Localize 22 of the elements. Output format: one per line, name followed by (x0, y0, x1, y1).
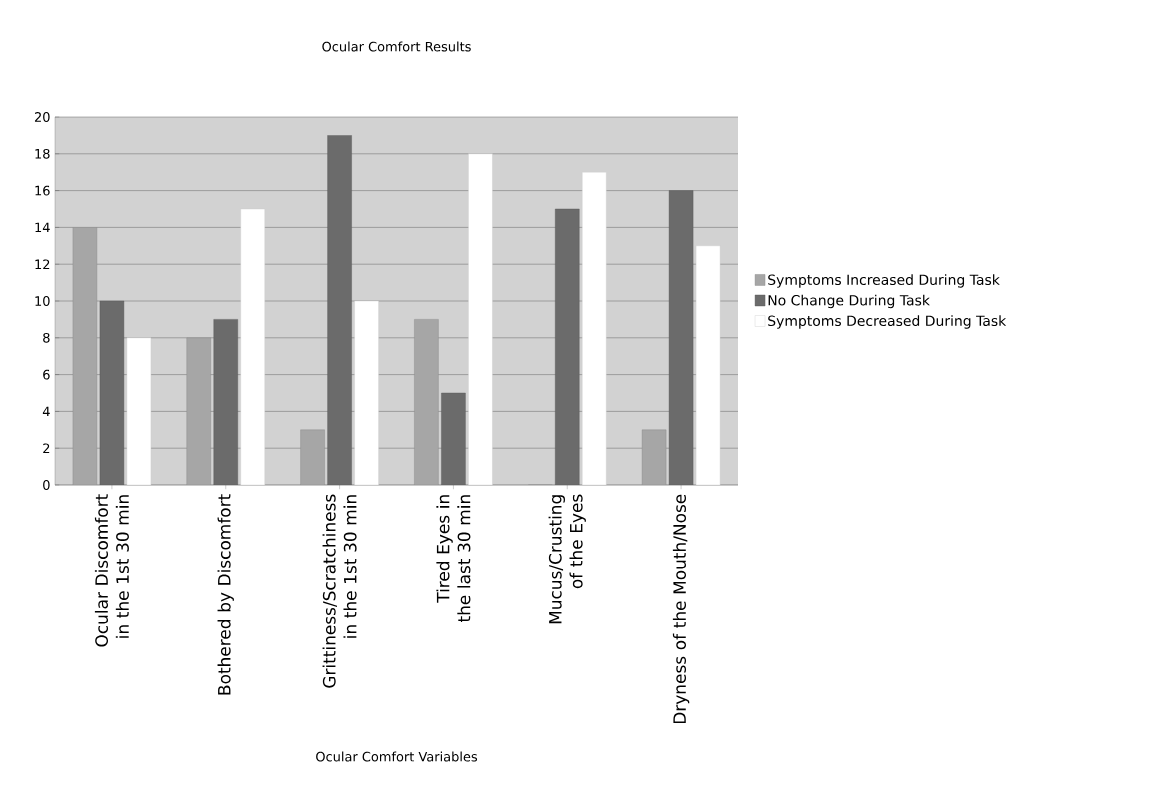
y-tick-label: 20 (34, 112, 50, 122)
y-tick-label: 0 (43, 480, 50, 490)
y-tick-label: 8 (43, 332, 50, 343)
y-tick-label: 18 (35, 148, 50, 159)
legend-label: No Change During Task (768, 294, 930, 309)
x-tick-label: Dryness of the Mouth/Nose (672, 494, 690, 724)
x-tick-label: Grittiness/Scratchiness in the 1st 30 min (322, 494, 357, 688)
y-tick-label: 14 (35, 222, 50, 233)
y-tick-label: 12 (35, 259, 50, 269)
x-tick-label: Ocular Discomfort in the 1st 30 min (94, 494, 129, 647)
legend-label: Symptoms Decreased During Task (768, 315, 1007, 329)
y-tick-label: 16 (35, 185, 50, 196)
y-tick-label: 10 (35, 296, 50, 306)
y-tick-label: 2 (43, 443, 50, 454)
y-tick-label: 6 (43, 369, 50, 380)
x-tick-label: Mucus/Crusting of the Eyes (548, 494, 586, 624)
chart-title: Ocular Comfort Results (322, 41, 471, 52)
legend-label: Symptoms Increased During Task (768, 274, 1000, 288)
x-tick-label: Tired Eyes in the last 30 min (436, 495, 471, 623)
x-tick-label: Bothered by Discomfort (217, 494, 234, 695)
y-tick-label: 4 (42, 406, 50, 417)
x-axis-title: Ocular Comfort Variables (316, 751, 478, 762)
